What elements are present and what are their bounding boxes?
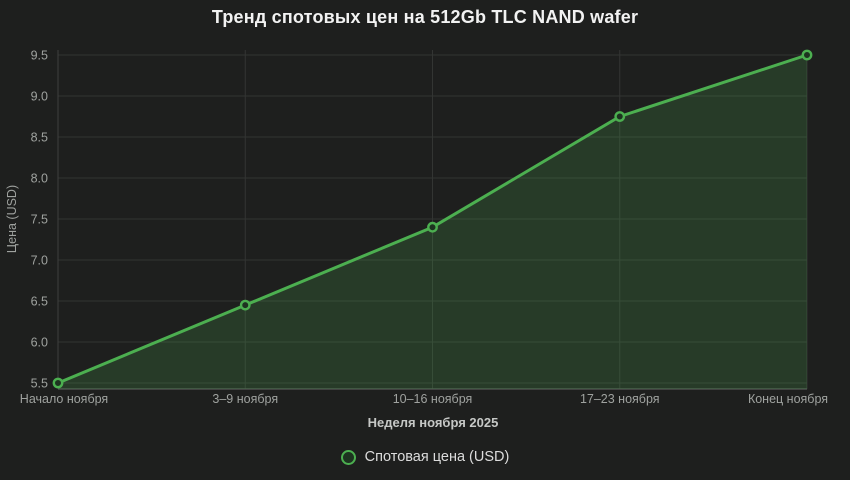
x-tick-label: 3–9 ноября (212, 392, 278, 406)
data-point-marker[interactable] (801, 49, 813, 61)
y-tick-labels: 5.5 6.0 6.5 7.0 7.5 8.0 8.5 9.0 9.5 (31, 49, 48, 391)
x-tick-label: Начало ноября (20, 392, 108, 406)
y-tick-label: 5.5 (31, 377, 48, 391)
data-point-marker[interactable] (52, 377, 64, 389)
y-tick-label: 6.5 (31, 295, 48, 309)
y-tick-label: 6.0 (31, 336, 48, 350)
chart-title: Тренд спотовых цен на 512Gb TLC NAND waf… (211, 7, 639, 27)
axis-lines (57, 50, 807, 390)
y-tick-label: 7.5 (31, 213, 48, 227)
x-tick-label: Конец ноября (748, 392, 828, 406)
y-tick-label: 7.0 (31, 254, 48, 268)
data-point-marker[interactable] (427, 221, 438, 233)
x-tick-labels: Начало ноября 3–9 ноября 10–16 ноября 17–23… (20, 392, 828, 406)
y-tick-label: 9.0 (31, 90, 48, 104)
legend-series-label: Спотовая цена (USD) (364, 449, 510, 465)
y-tick-label: 8.5 (31, 131, 48, 145)
y-tick-label: 9.5 (31, 49, 48, 63)
legend: Спотовая цена (USD) (0, 449, 850, 465)
y-tick-label: 8.0 (31, 172, 48, 186)
x-tick-label: 17–23 ноября (580, 392, 660, 406)
x-axis-title: Неделя ноября 2025 (368, 415, 499, 430)
data-point-marker[interactable] (239, 299, 251, 311)
legend-item-spot-price[interactable]: Спотовая цена (USD) (340, 449, 510, 465)
data-point-marker[interactable] (614, 111, 626, 122)
legend-series-marker-icon (340, 449, 356, 465)
data-point-markers (52, 49, 813, 389)
x-tick-label: 10–16 ноября (393, 392, 473, 406)
y-axis-title: Цена (USD) (5, 185, 19, 253)
